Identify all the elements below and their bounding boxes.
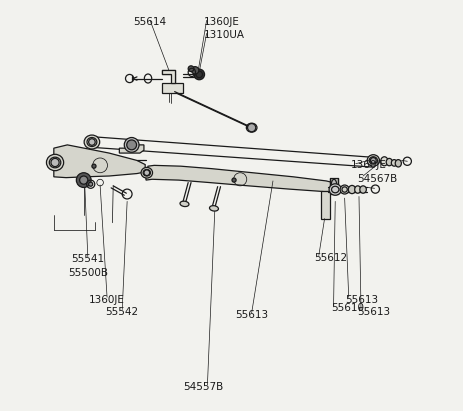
- Circle shape: [88, 139, 95, 145]
- Ellipse shape: [394, 159, 400, 167]
- Ellipse shape: [385, 158, 392, 166]
- Circle shape: [144, 170, 150, 175]
- Text: 1310UA: 1310UA: [203, 30, 244, 40]
- Polygon shape: [54, 145, 145, 178]
- Ellipse shape: [354, 186, 360, 193]
- Ellipse shape: [366, 155, 379, 166]
- Text: 55612: 55612: [313, 253, 346, 263]
- Circle shape: [232, 178, 236, 182]
- Text: 55614: 55614: [133, 17, 166, 27]
- Circle shape: [191, 67, 198, 74]
- Text: 1360JE: 1360JE: [203, 17, 239, 27]
- Text: 55613: 55613: [344, 295, 377, 305]
- Circle shape: [80, 176, 88, 184]
- Ellipse shape: [209, 206, 218, 211]
- Ellipse shape: [331, 179, 336, 192]
- Text: 55542: 55542: [106, 307, 138, 317]
- Ellipse shape: [390, 159, 396, 166]
- Ellipse shape: [380, 157, 387, 166]
- Polygon shape: [119, 145, 144, 153]
- Text: 55500B: 55500B: [68, 268, 108, 278]
- Circle shape: [194, 69, 204, 80]
- Ellipse shape: [359, 186, 366, 193]
- Text: 55613: 55613: [235, 310, 268, 320]
- Text: 54557B: 54557B: [183, 383, 223, 393]
- Circle shape: [124, 138, 139, 152]
- Bar: [162, 83, 182, 93]
- Ellipse shape: [339, 185, 348, 194]
- Circle shape: [126, 140, 136, 150]
- Text: 1360JE: 1360JE: [89, 295, 125, 305]
- Text: 55541: 55541: [71, 254, 104, 264]
- Circle shape: [92, 164, 96, 168]
- Ellipse shape: [180, 201, 188, 207]
- Circle shape: [247, 124, 255, 132]
- Ellipse shape: [84, 135, 100, 149]
- Text: 54567B: 54567B: [357, 173, 397, 184]
- Ellipse shape: [46, 154, 63, 171]
- Circle shape: [88, 182, 93, 186]
- Ellipse shape: [328, 184, 341, 195]
- Ellipse shape: [141, 167, 152, 178]
- Text: 1360JE: 1360JE: [350, 160, 386, 171]
- Ellipse shape: [348, 185, 355, 194]
- Circle shape: [76, 173, 91, 187]
- Circle shape: [195, 71, 202, 78]
- Polygon shape: [162, 70, 174, 83]
- Polygon shape: [146, 165, 336, 192]
- Circle shape: [51, 158, 59, 166]
- Text: 55610: 55610: [331, 303, 363, 313]
- Bar: [330, 178, 337, 194]
- Bar: [320, 191, 330, 219]
- Circle shape: [188, 66, 194, 72]
- Text: 55613: 55613: [357, 307, 390, 317]
- Circle shape: [369, 157, 375, 163]
